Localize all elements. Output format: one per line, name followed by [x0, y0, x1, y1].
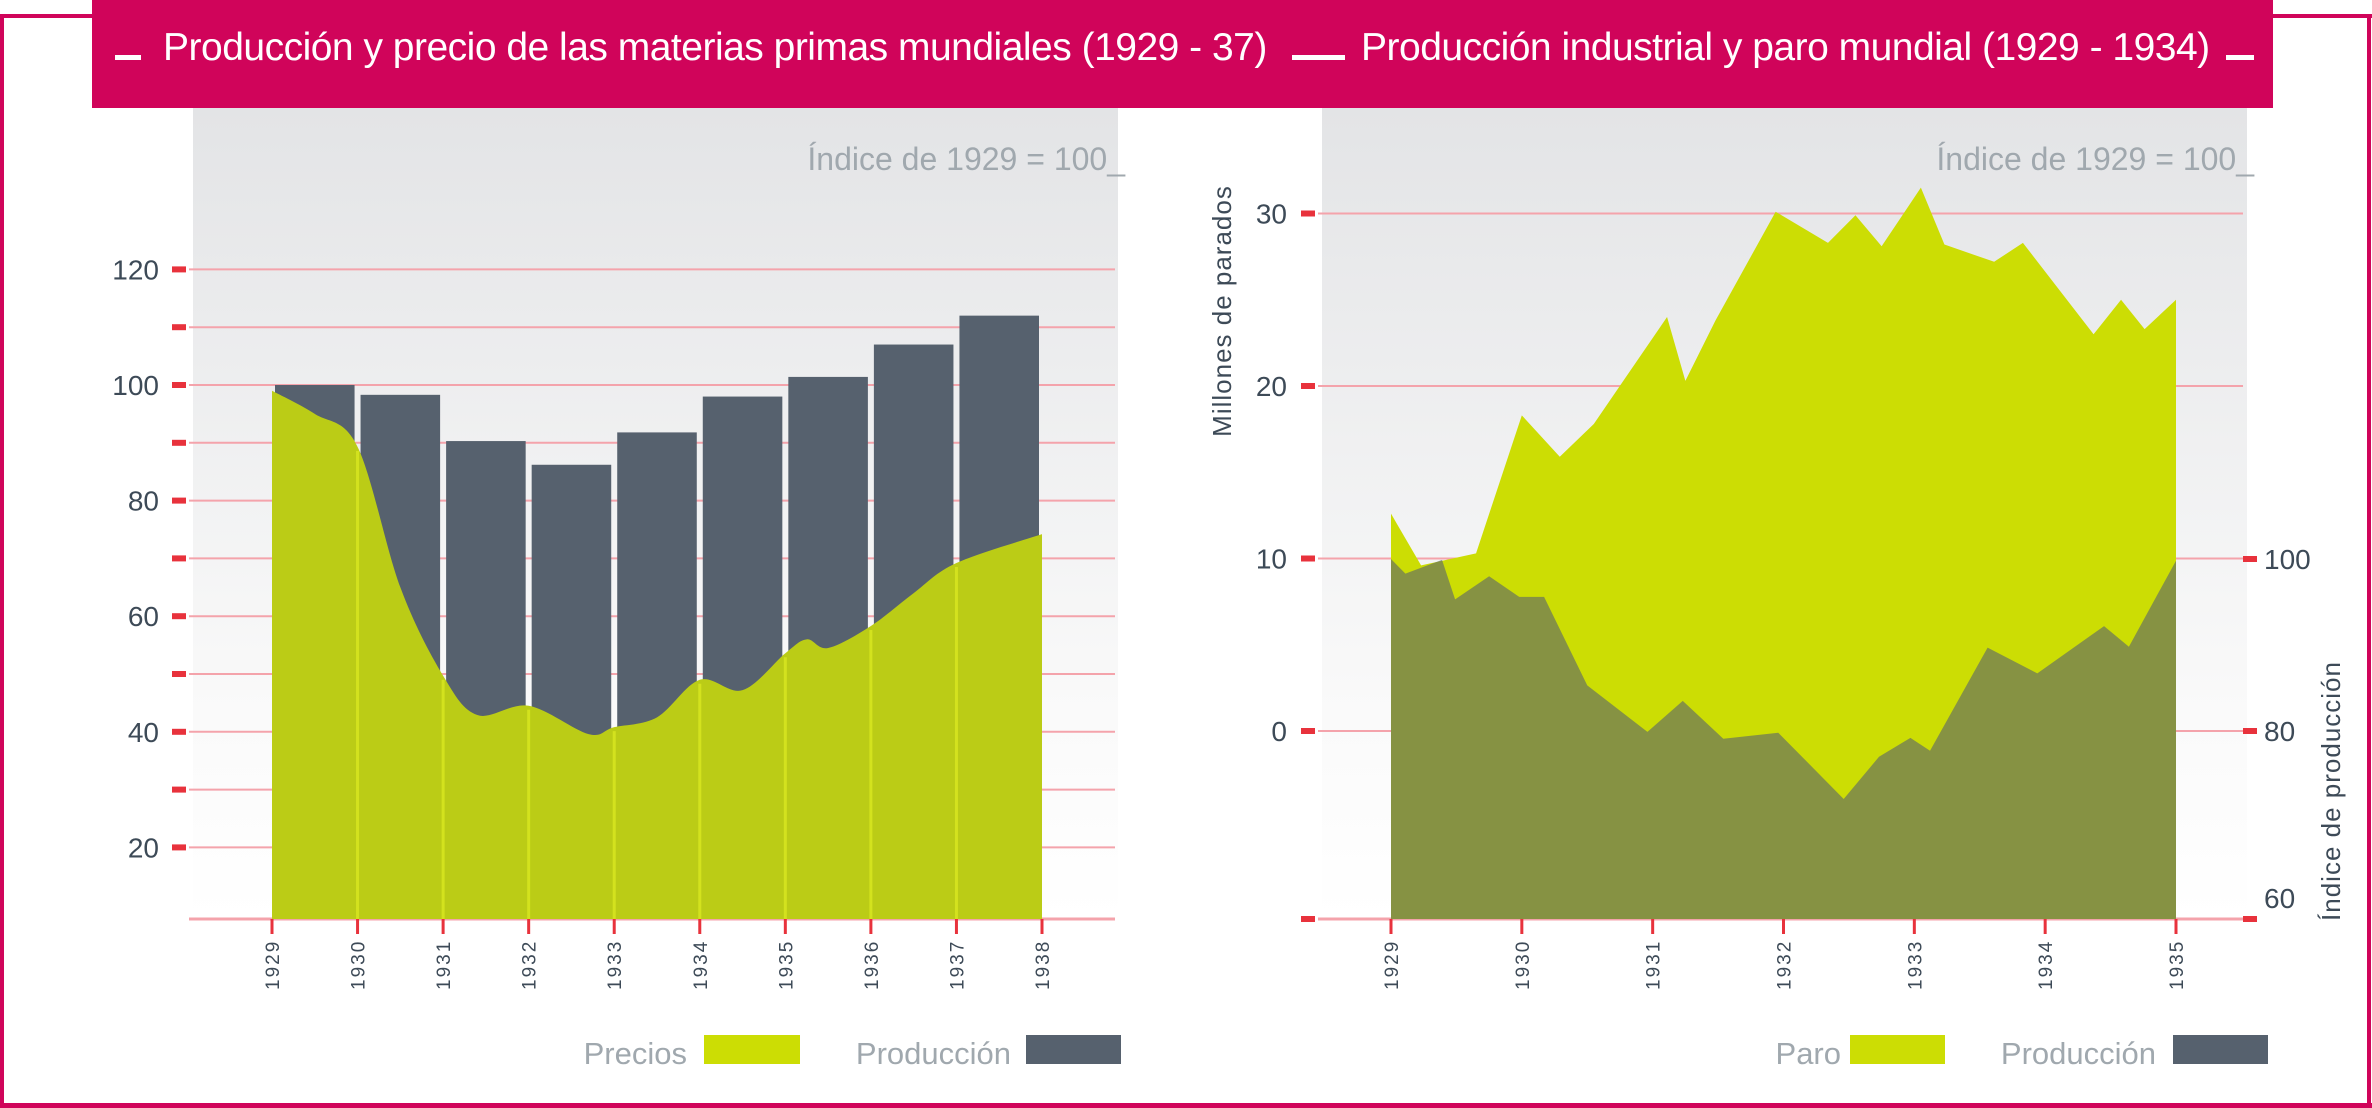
legend-label-produccion: Producción: [2001, 1036, 2156, 1071]
x-tick-label: 1931: [1644, 940, 1665, 990]
frame-top-right: [2273, 14, 2372, 18]
y-tick-mark: [172, 324, 186, 331]
y-tick-mark: [172, 844, 186, 851]
y-right-axis-title: Índice de producción: [2316, 661, 2346, 921]
x-tick-label: 1929: [1382, 940, 1403, 990]
y-right-tick-mark: [2243, 728, 2257, 734]
dash-icon: [1292, 55, 1345, 60]
y-tick-mark: [172, 671, 186, 677]
legend-label-paro: Paro: [1776, 1036, 1841, 1071]
left-chart-title: Producción y precio de las materias prim…: [163, 26, 1267, 69]
legend-swatch-precios: [704, 1035, 800, 1064]
y-tick-mark: [172, 382, 186, 388]
precios-area: [272, 390, 1042, 919]
legend-swatch-produccion: [1026, 1035, 1121, 1064]
x-tick-label: 1934: [691, 940, 712, 990]
x-tick-label: 1930: [349, 940, 370, 990]
index-note: Índice de 1929 = 100_: [807, 141, 1126, 177]
y-tick-mark: [172, 786, 186, 793]
y-tick-mark: [172, 555, 186, 562]
y-left-tick-mark: [1301, 383, 1315, 389]
y-tick-label: 20: [128, 832, 159, 863]
y-left-tick-mark: [1301, 916, 1315, 922]
y-tick-label: 100: [112, 370, 159, 401]
y-tick-mark: [172, 439, 186, 446]
dash-icon: [2226, 55, 2254, 60]
y-tick-mark: [172, 266, 186, 273]
y-left-tick-label: 0: [1271, 716, 1287, 747]
left-chart: 20 40 60 80 100 120 1929 1930 1931 1932 1933 1934 19…: [112, 108, 1126, 1071]
x-tick-label: 1933: [605, 940, 626, 990]
y-tick-label: 40: [128, 717, 159, 748]
y-right-tick-mark: [2243, 916, 2257, 922]
y-left-tick-label: 20: [1256, 371, 1287, 402]
y-left-tick-label: 30: [1256, 199, 1287, 230]
legend-label-precios: Precios: [584, 1036, 687, 1071]
legend-label-produccion: Producción: [856, 1036, 1011, 1071]
right-chart-title: Producción industrial y paro mundial (19…: [1361, 26, 2210, 69]
y-right-tick-label: 60: [2264, 883, 2295, 914]
header-band: Producción y precio de las materias prim…: [92, 0, 2273, 108]
y-tick-mark: [172, 497, 186, 504]
x-tick-label: 1931: [434, 940, 455, 990]
y-tick-mark: [172, 613, 186, 620]
x-tick-label: 1929: [263, 940, 284, 990]
y-left-tick-mark: [1301, 555, 1315, 562]
x-tick-label: 1935: [2167, 940, 2188, 990]
x-tick-label: 1934: [2036, 940, 2057, 990]
y-tick-mark: [172, 728, 186, 735]
x-tick-label: 1935: [776, 940, 797, 990]
right-chart: 0 10 20 30 60 80 100 1929 1930 1931 1932 1933 1934 19…: [1207, 108, 2346, 1071]
frame-bottom: [0, 1103, 2372, 1108]
x-tick-label: 1932: [520, 940, 541, 990]
legend-swatch-produccion: [2173, 1035, 2268, 1064]
frame-right: [2367, 14, 2371, 1108]
x-tick-label: 1933: [1905, 940, 1926, 990]
y-tick-label: 120: [112, 254, 159, 285]
y-left-tick-label: 10: [1256, 544, 1287, 575]
y-tick-label: 80: [128, 486, 159, 517]
y-tick-label: 60: [128, 601, 159, 632]
y-left-tick-mark: [1301, 728, 1315, 734]
produccion-area: [1391, 559, 2176, 919]
x-tick-label: 1936: [862, 940, 883, 990]
frame-left: [0, 14, 4, 1108]
y-right-tick-label: 80: [2264, 716, 2295, 747]
legend-swatch-paro: [1850, 1035, 1945, 1064]
frame-top-left: [0, 14, 92, 18]
y-left-tick-mark: [1301, 210, 1315, 217]
dash-icon: [115, 55, 141, 60]
x-tick-label: 1938: [1033, 940, 1054, 990]
x-tick-label: 1937: [947, 940, 968, 990]
y-left-axis-title: Millones de parados: [1207, 185, 1237, 437]
index-note: Índice de 1929 = 100_: [1936, 141, 2255, 177]
x-tick-label: 1932: [1775, 940, 1796, 990]
y-right-tick-mark: [2243, 556, 2257, 562]
y-right-tick-label: 100: [2264, 544, 2311, 575]
x-tick-label: 1930: [1513, 940, 1534, 990]
